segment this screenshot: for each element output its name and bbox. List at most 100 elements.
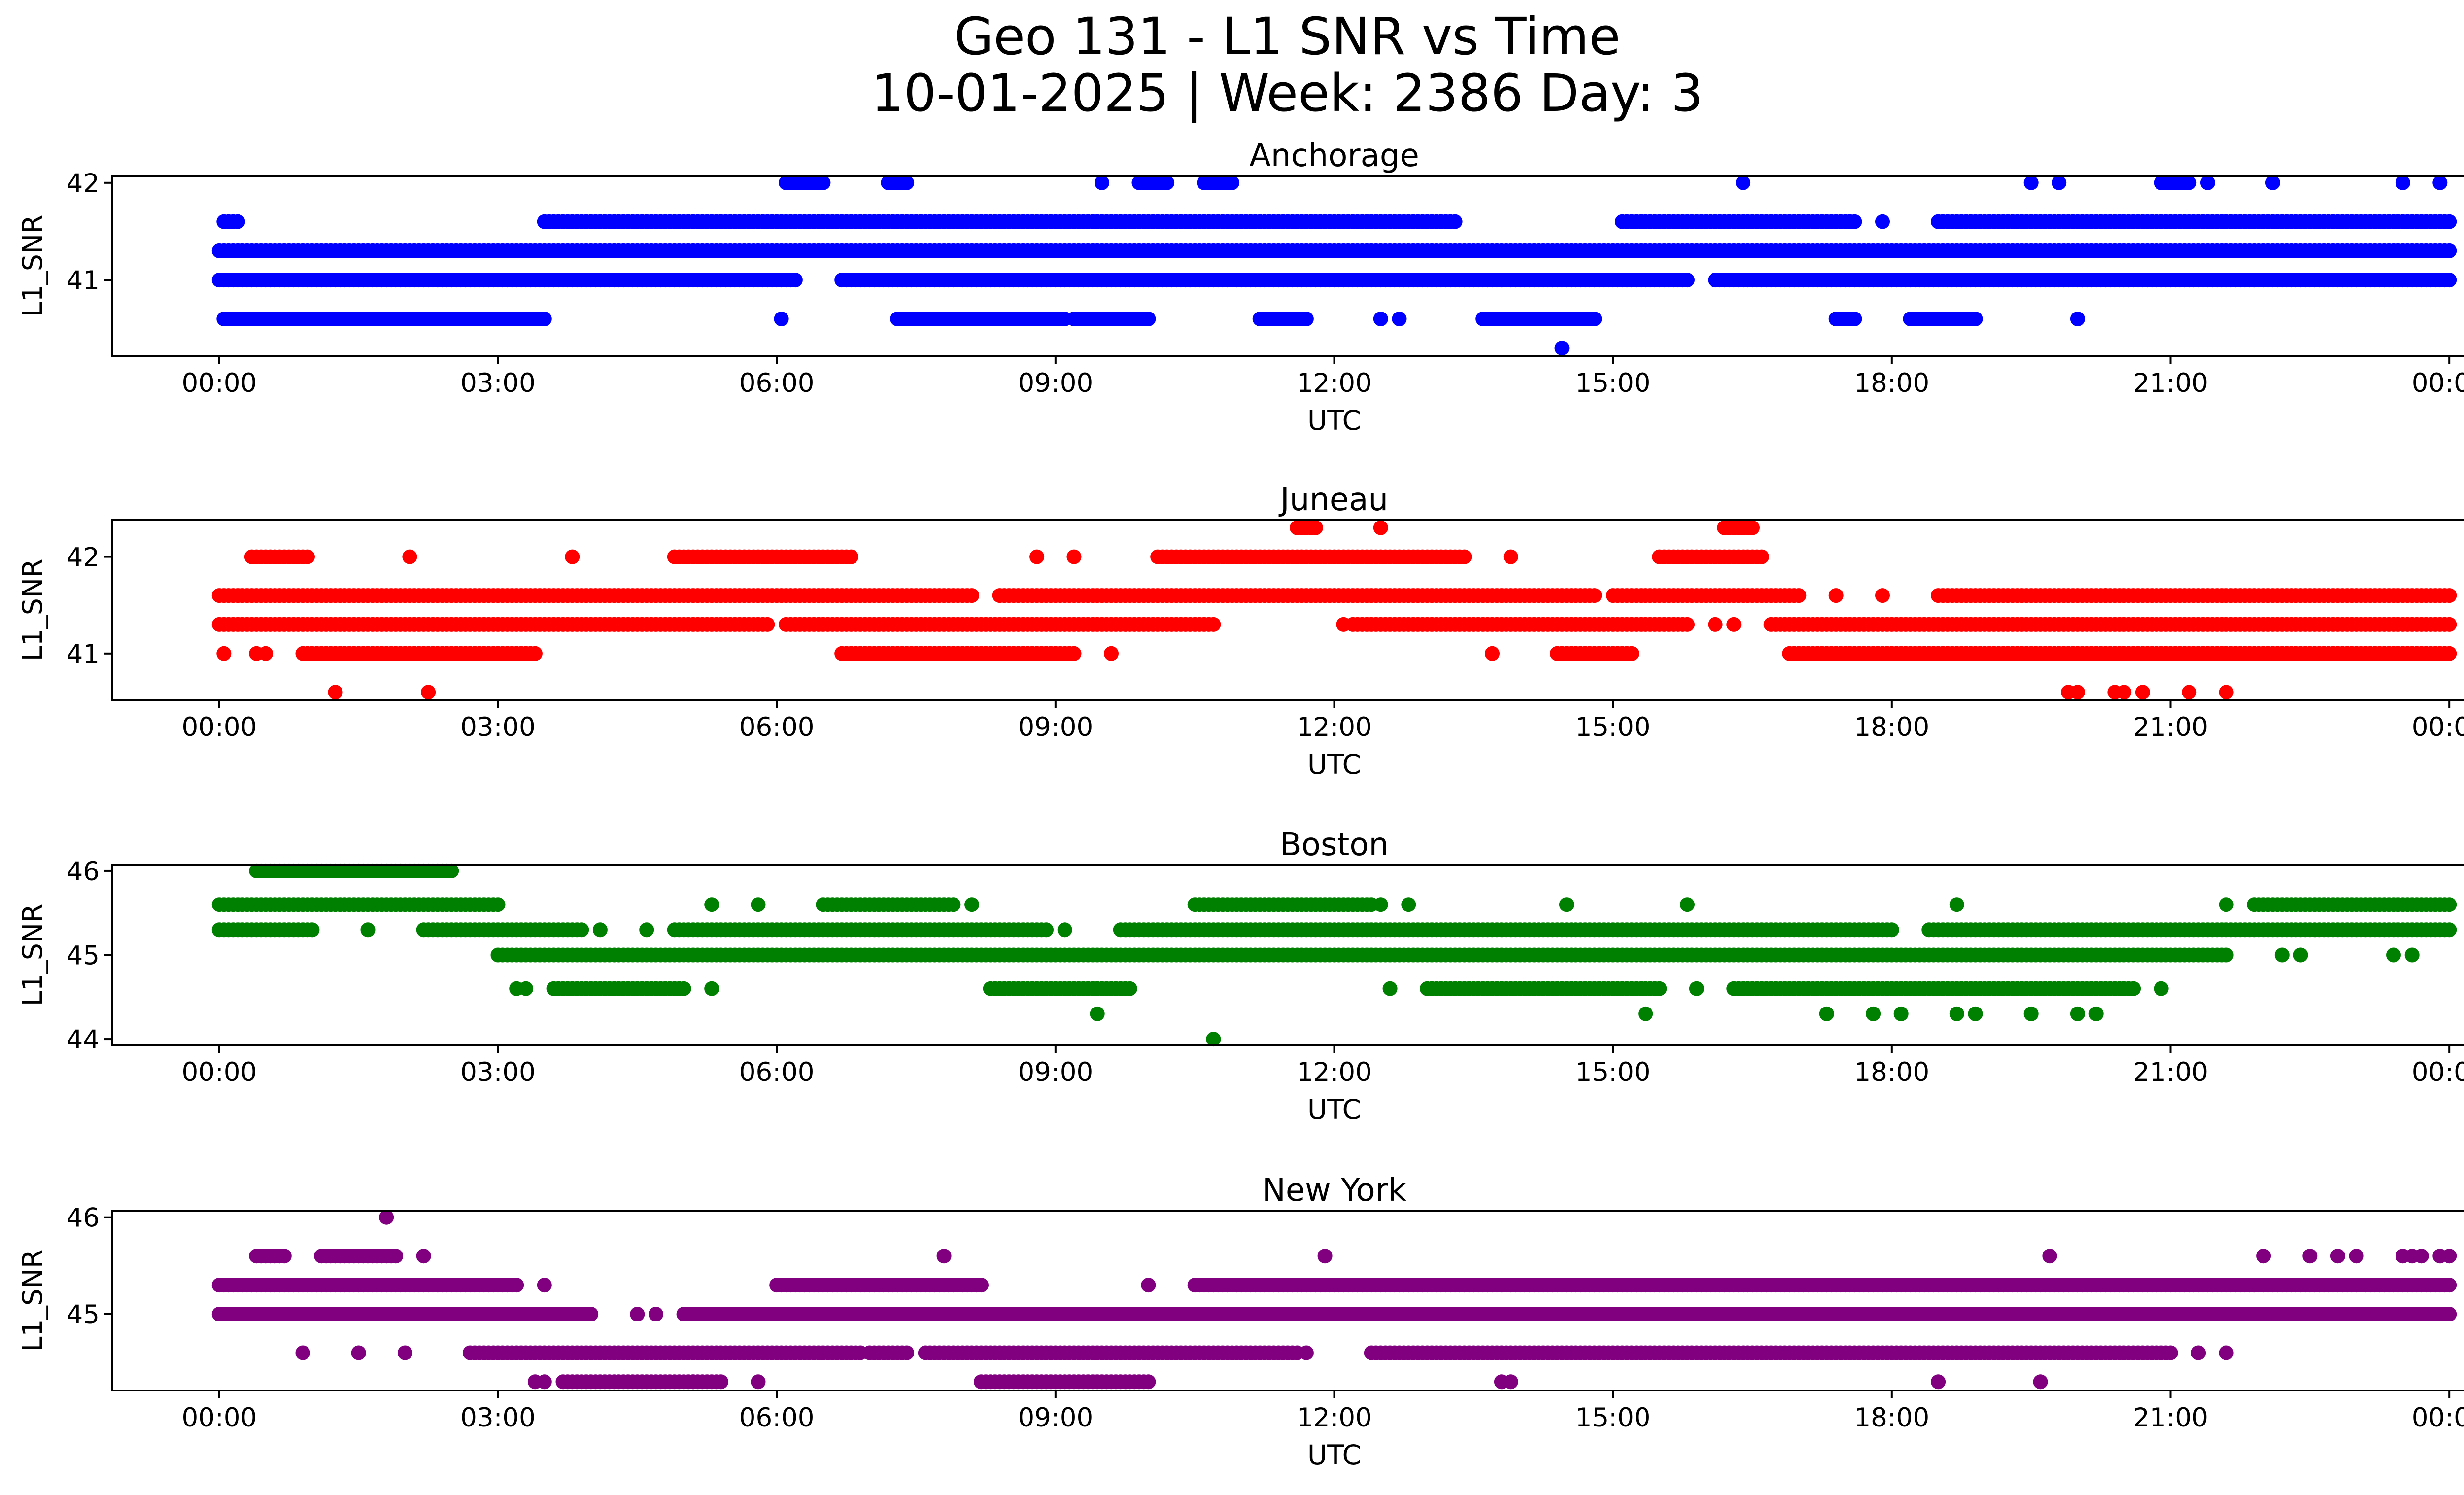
y-tick-label: 41 <box>67 639 100 669</box>
data-point <box>1447 214 1463 229</box>
data-point <box>2219 897 2234 912</box>
data-point <box>1160 175 1175 190</box>
y-axis-label: L1_SNR <box>17 559 48 661</box>
data-point <box>1587 312 1602 326</box>
x-axis-label: UTC <box>1307 749 1361 780</box>
data-point <box>1968 312 1983 326</box>
data-point <box>1652 981 1667 996</box>
x-tick-label: 21:00 <box>2133 712 2208 742</box>
x-tick-label: 09:00 <box>1018 1057 1093 1087</box>
data-point <box>1373 520 1388 535</box>
data-point <box>1736 175 1751 190</box>
x-tick-label: 15:00 <box>1575 1057 1651 1087</box>
data-series <box>211 175 2457 356</box>
data-point <box>1875 588 1890 603</box>
x-tick-label: 15:00 <box>1575 712 1651 742</box>
data-point <box>2442 214 2457 229</box>
data-point <box>1680 617 1695 632</box>
data-point <box>518 981 534 996</box>
data-point <box>946 897 961 912</box>
x-tick-label: 18:00 <box>1854 368 1929 398</box>
data-point <box>2070 685 2085 700</box>
data-point <box>2154 981 2169 996</box>
data-point <box>527 646 543 661</box>
data-point <box>751 897 766 912</box>
y-tick-label: 41 <box>67 266 100 296</box>
data-point <box>2274 947 2290 963</box>
x-tick-label: 03:00 <box>460 1057 536 1087</box>
x-tick-label: 00:00 <box>2412 1057 2464 1087</box>
data-point <box>1057 922 1072 938</box>
y-axis-label: L1_SNR <box>17 904 48 1006</box>
data-point <box>1503 549 1518 564</box>
data-point <box>1847 312 1862 326</box>
data-point <box>230 214 245 229</box>
data-point <box>1029 549 1045 564</box>
x-tick-label: 03:00 <box>460 368 536 398</box>
data-point <box>258 646 274 661</box>
data-point <box>1554 341 1570 356</box>
data-point <box>1090 1006 1105 1021</box>
data-point <box>964 897 980 912</box>
data-point <box>1680 273 1695 288</box>
data-point <box>1141 312 1156 326</box>
data-point <box>1791 588 1807 603</box>
data-point <box>1066 549 1082 564</box>
data-point <box>490 897 506 912</box>
data-point <box>2182 175 2197 190</box>
data-point <box>1122 981 1137 996</box>
data-point <box>583 1307 599 1321</box>
data-point <box>639 922 654 938</box>
data-point <box>1689 981 1704 996</box>
data-point <box>1847 214 1862 229</box>
data-point <box>328 685 343 700</box>
data-point <box>1066 312 1082 326</box>
data-point <box>1680 897 1695 912</box>
data-point <box>2442 897 2457 912</box>
data-point <box>2126 981 2141 996</box>
figure-title-line-1: Geo 131 - L1 SNR vs Time <box>954 6 1620 67</box>
data-point <box>1373 897 1388 912</box>
x-tick-label: 21:00 <box>2133 368 2208 398</box>
data-point <box>844 549 858 564</box>
data-point <box>216 646 232 661</box>
x-tick-label: 00:00 <box>181 368 257 398</box>
data-point <box>1382 981 1398 996</box>
data-point <box>1866 1006 1881 1021</box>
data-point <box>1485 646 1500 661</box>
data-point <box>2023 1006 2039 1021</box>
data-point <box>1708 617 1723 632</box>
data-point <box>1373 312 1388 326</box>
panel-title: New York <box>1262 1172 1406 1209</box>
data-point <box>2265 175 2280 190</box>
data-point <box>1968 1006 1983 1021</box>
data-point <box>2293 947 2308 963</box>
data-point <box>2135 685 2150 700</box>
data-point <box>1104 646 1119 661</box>
data-point <box>1949 897 1964 912</box>
x-tick-label: 09:00 <box>1018 368 1093 398</box>
data-point <box>974 1278 989 1293</box>
data-point <box>676 981 691 996</box>
data-point <box>1819 1006 1834 1021</box>
data-point <box>1457 549 1472 564</box>
data-point <box>1884 922 1899 938</box>
panel-title: Juneau <box>1278 482 1388 518</box>
data-point <box>2219 947 2234 963</box>
data-point <box>2117 685 2132 700</box>
x-tick-label: 00:00 <box>2412 712 2464 742</box>
data-point <box>774 312 789 326</box>
data-point <box>2442 922 2457 938</box>
data-point <box>2088 1006 2104 1021</box>
data-point <box>787 273 803 288</box>
data-point <box>305 922 320 938</box>
figure-title-line-2: 10-01-2025 | Week: 2386 Day: 3 <box>871 63 1703 123</box>
y-tick-label: 42 <box>67 169 100 199</box>
data-point <box>574 922 589 938</box>
data-point <box>2023 175 2039 190</box>
data-point <box>509 1278 524 1293</box>
x-axis-label: UTC <box>1307 405 1361 436</box>
data-point <box>1559 897 1574 912</box>
